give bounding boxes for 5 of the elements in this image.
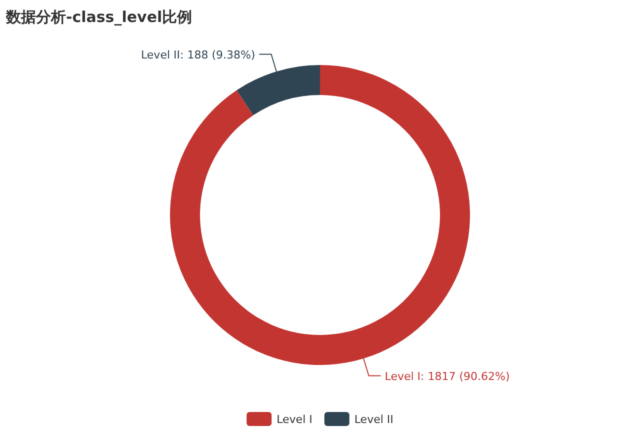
legend-label: Level I xyxy=(276,413,312,426)
chart-title: 数据分析-class_level比例 xyxy=(5,8,192,26)
data-label: Level II: 188 (9.38%) xyxy=(140,48,256,62)
legend-label: Level II xyxy=(354,413,394,426)
data-label: Level I: 1817 (90.62%) xyxy=(384,370,510,383)
